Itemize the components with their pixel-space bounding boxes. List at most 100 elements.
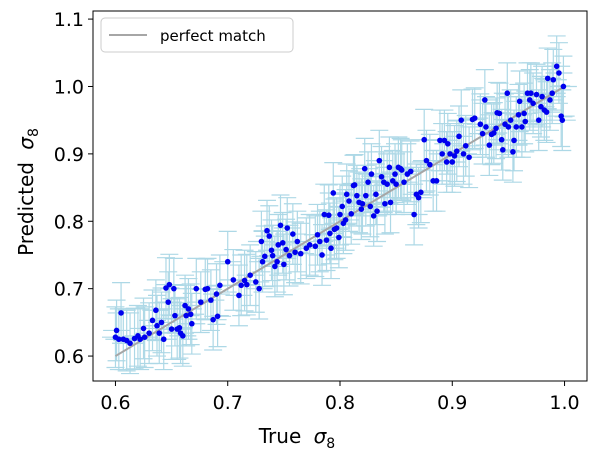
y-axis-ticks: 0.6 0.7 0.8 0.9 1.0 1.1 — [54, 9, 93, 368]
data-point — [325, 212, 332, 219]
data-point — [443, 159, 450, 165]
x-tick-label: 0.8 — [325, 392, 355, 414]
data-point — [330, 190, 337, 196]
data-point — [208, 297, 214, 303]
data-point — [367, 203, 374, 210]
data-point — [346, 198, 352, 204]
data-point — [462, 142, 469, 149]
data-point — [460, 151, 467, 157]
data-point — [336, 234, 342, 241]
y-tick-label: 0.7 — [54, 279, 84, 301]
data-point — [386, 164, 393, 171]
data-point — [456, 133, 462, 140]
data-point — [258, 238, 265, 245]
data-point — [274, 258, 280, 265]
data-point — [171, 285, 177, 292]
data-point — [333, 225, 340, 231]
data-point — [294, 238, 301, 245]
data-point — [491, 130, 497, 136]
data-point — [444, 140, 451, 147]
data-point — [365, 179, 371, 185]
data-point — [316, 238, 323, 245]
y-axis-label: Predicted σ8 — [14, 128, 42, 256]
data-point — [483, 124, 489, 130]
data-point — [449, 159, 456, 165]
data-point — [451, 153, 458, 159]
data-point — [384, 181, 390, 188]
data-point — [238, 282, 244, 289]
y-tick-label: 0.9 — [54, 144, 84, 166]
data-point — [393, 181, 399, 188]
data-point — [197, 299, 204, 305]
data-point — [158, 319, 165, 326]
x-axis-label: True σ8 — [258, 424, 335, 452]
data-point — [392, 171, 398, 177]
data-point — [407, 168, 414, 175]
data-point — [281, 261, 287, 268]
data-point — [530, 100, 536, 107]
data-point — [166, 281, 173, 288]
data-point — [176, 324, 183, 331]
data-point — [549, 90, 555, 97]
x-tick-label: 0.7 — [213, 392, 243, 414]
data-point — [113, 327, 120, 334]
data-point — [286, 252, 293, 259]
data-point — [146, 330, 152, 336]
legend-label-perfect-match: perfect match — [160, 27, 266, 45]
data-point — [358, 206, 365, 212]
data-point — [284, 225, 291, 231]
data-point — [539, 93, 545, 100]
data-point — [266, 233, 273, 239]
data-point — [439, 151, 445, 157]
data-point — [499, 147, 506, 153]
data-point — [277, 222, 284, 229]
data-point — [189, 320, 195, 327]
data-point — [127, 340, 133, 347]
data-point — [180, 333, 186, 339]
data-point — [118, 310, 124, 316]
data-point — [140, 325, 147, 332]
data-point — [339, 203, 346, 210]
data-point — [323, 237, 330, 243]
data-point — [370, 213, 377, 219]
x-axis-ticks: 0.6 0.7 0.8 0.9 1.0 — [100, 381, 580, 414]
data-point — [505, 124, 512, 130]
data-point — [154, 322, 160, 329]
data-point — [268, 247, 275, 254]
data-point — [348, 211, 355, 217]
data-point — [401, 179, 407, 185]
data-point — [387, 199, 394, 206]
data-point — [210, 316, 216, 323]
data-point — [230, 277, 237, 283]
data-point — [187, 311, 194, 318]
data-point — [272, 263, 278, 270]
data-point — [447, 151, 453, 157]
y-tick-label: 0.8 — [54, 211, 84, 233]
data-point — [533, 91, 540, 98]
data-point — [378, 173, 385, 180]
data-point — [328, 245, 334, 252]
data-point — [168, 326, 175, 332]
data-point — [342, 217, 349, 223]
data-point — [493, 125, 499, 132]
data-point — [486, 142, 493, 148]
legend: perfect match — [100, 17, 294, 53]
data-point — [236, 292, 242, 299]
data-point — [269, 252, 276, 259]
data-point — [193, 285, 200, 292]
data-point — [137, 336, 143, 343]
data-point — [427, 161, 433, 168]
data-point — [498, 136, 505, 143]
data-point — [528, 90, 534, 97]
data-point — [466, 154, 472, 161]
y-tick-label: 1.1 — [54, 9, 84, 31]
data-point — [264, 227, 270, 234]
data-point — [560, 83, 567, 90]
error-bars — [101, 35, 577, 375]
data-point — [411, 211, 417, 218]
data-point — [374, 208, 380, 214]
data-point — [247, 272, 253, 278]
data-points — [112, 63, 567, 347]
data-point — [556, 70, 562, 76]
